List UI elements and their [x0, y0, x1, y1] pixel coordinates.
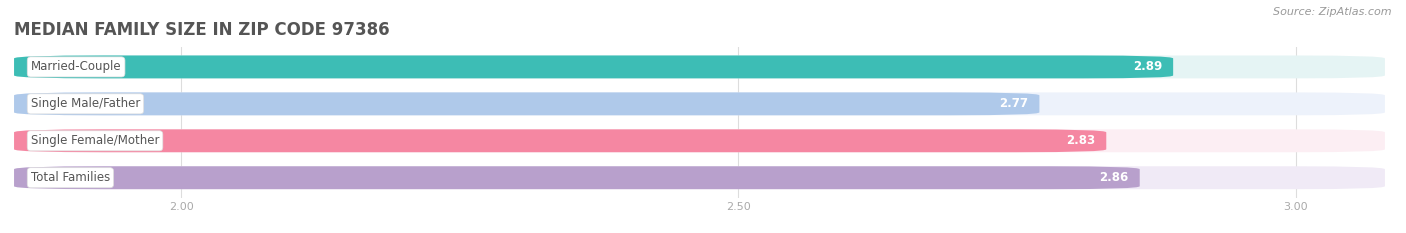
FancyBboxPatch shape [14, 55, 1385, 78]
FancyBboxPatch shape [14, 129, 1107, 152]
Text: Single Male/Father: Single Male/Father [31, 97, 141, 110]
FancyBboxPatch shape [14, 166, 1385, 189]
FancyBboxPatch shape [14, 166, 1140, 189]
Text: Source: ZipAtlas.com: Source: ZipAtlas.com [1274, 7, 1392, 17]
FancyBboxPatch shape [14, 93, 1385, 115]
Text: MEDIAN FAMILY SIZE IN ZIP CODE 97386: MEDIAN FAMILY SIZE IN ZIP CODE 97386 [14, 21, 389, 39]
Text: 2.77: 2.77 [1000, 97, 1028, 110]
Text: Single Female/Mother: Single Female/Mother [31, 134, 159, 147]
Text: Married-Couple: Married-Couple [31, 60, 121, 73]
Text: 2.83: 2.83 [1066, 134, 1095, 147]
Text: Total Families: Total Families [31, 171, 110, 184]
FancyBboxPatch shape [14, 55, 1173, 78]
Text: 2.89: 2.89 [1133, 60, 1161, 73]
Text: 2.86: 2.86 [1099, 171, 1129, 184]
FancyBboxPatch shape [14, 129, 1385, 152]
FancyBboxPatch shape [14, 93, 1039, 115]
